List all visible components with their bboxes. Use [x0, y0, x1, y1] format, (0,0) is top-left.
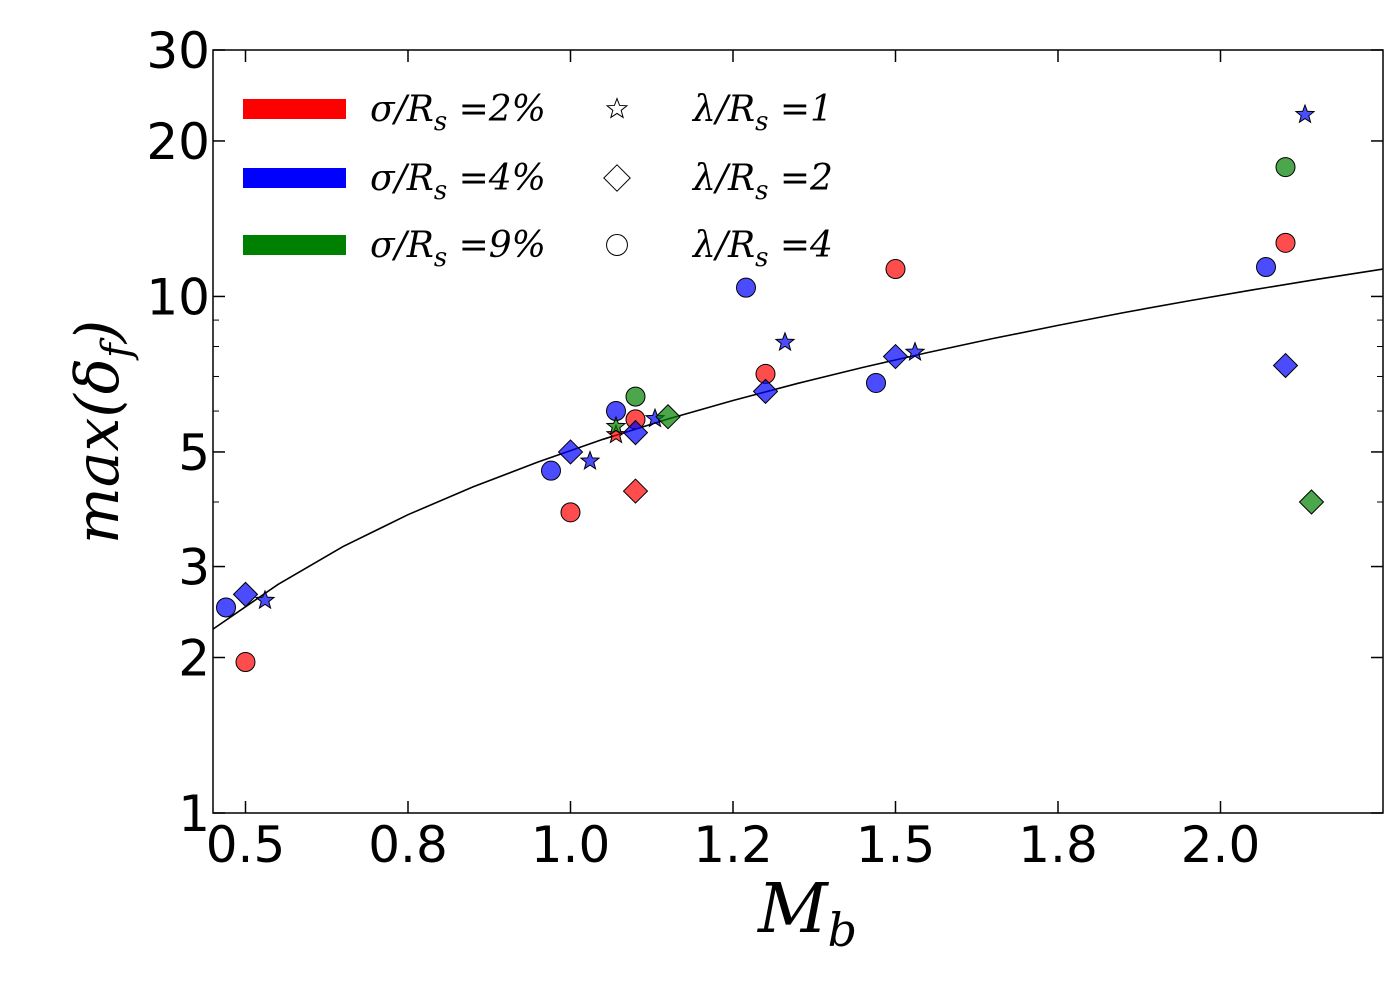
legend-label: λ/Rs =1 [691, 89, 833, 137]
x-tick-label: 0.5 [206, 816, 286, 874]
legend-marker-circle [606, 234, 628, 256]
data-point-diamond-sigma-4 [1272, 352, 1299, 379]
data-point-star-sigma-2 [605, 423, 627, 444]
legend-label: λ/Rs =4 [691, 225, 833, 273]
legend-marker-diamond [603, 164, 631, 192]
data-point-star-sigma-4 [579, 450, 601, 470]
data-point-diamond-sigma-4 [752, 378, 779, 405]
data-point-star-sigma-4 [904, 341, 926, 362]
y-tick-label: 2 [178, 630, 210, 688]
plot-frame [212, 49, 1384, 814]
data-point-circle-sigma-9 [1275, 157, 1296, 178]
legend: σ/Rs =2% σ/Rs =4% σ/Rs =9% λ/Rs =1 λ/Rs =2 λ/… [243, 89, 833, 273]
data-point-star-sigma-4 [1294, 103, 1316, 124]
legend-marker-star [605, 97, 629, 119]
x-ticks: 0.5 0.8 1.0 1.2 1.5 1.8 2.0 [206, 50, 1261, 874]
y-ticks: 1 2 3 5 10 20 30 [146, 22, 1383, 843]
x-tick-label: 1.0 [531, 816, 611, 874]
y-tick-label: 1 [178, 785, 210, 843]
data-points-layer [216, 103, 1325, 673]
data-point-circle-sigma-4 [736, 277, 756, 298]
data-point-diamond-sigma-4 [232, 581, 259, 608]
y-tick-label: 3 [178, 539, 210, 597]
data-point-diamond-sigma-9 [655, 404, 681, 430]
y-tick-label: 20 [146, 113, 210, 171]
legend-swatch-sigma-4 [243, 168, 346, 188]
x-tick-label: 1.2 [693, 816, 773, 874]
data-point-circle-sigma-2 [1275, 232, 1296, 253]
data-point-star-sigma-9 [605, 415, 627, 436]
data-point-circle-sigma-2 [235, 652, 256, 673]
data-point-diamond-sigma-4 [622, 419, 649, 446]
data-point-diamond-sigma-9 [1298, 489, 1325, 515]
data-point-star-sigma-4 [774, 331, 796, 352]
legend-swatch-sigma-9 [243, 235, 346, 255]
x-tick-label: 1.5 [856, 816, 936, 874]
data-point-circle-sigma-4 [866, 372, 886, 393]
x-tick-label: 1.8 [1018, 816, 1098, 874]
y-tick-label: 10 [146, 268, 210, 326]
data-point-circle-sigma-4 [541, 460, 561, 481]
fit-curve-layer [212, 268, 1384, 630]
legend-swatch-sigma-2 [243, 99, 346, 119]
x-tick-label: 2.0 [1181, 816, 1261, 874]
data-point-diamond-sigma-2 [622, 478, 649, 504]
data-point-circle-sigma-4 [216, 597, 236, 618]
data-point-circle-sigma-4 [1256, 257, 1276, 278]
fit-curve-line [212, 268, 1384, 630]
data-point-diamond-sigma-4 [882, 343, 909, 370]
legend-label: σ/Rs =2% [370, 89, 546, 137]
data-point-circle-sigma-2 [560, 502, 581, 523]
legend-label: σ/Rs =4% [370, 158, 546, 206]
data-point-circle-sigma-9 [625, 386, 646, 407]
legend-label: σ/Rs =9% [370, 225, 546, 273]
data-point-circle-sigma-2 [885, 259, 906, 280]
y-tick-label: 5 [178, 424, 210, 482]
data-point-diamond-sigma-4 [557, 439, 584, 465]
y-tick-label: 30 [146, 22, 210, 80]
x-tick-label: 0.8 [368, 816, 448, 874]
data-point-star-sigma-4 [254, 589, 276, 610]
legend-label: λ/Rs =2 [691, 158, 833, 206]
